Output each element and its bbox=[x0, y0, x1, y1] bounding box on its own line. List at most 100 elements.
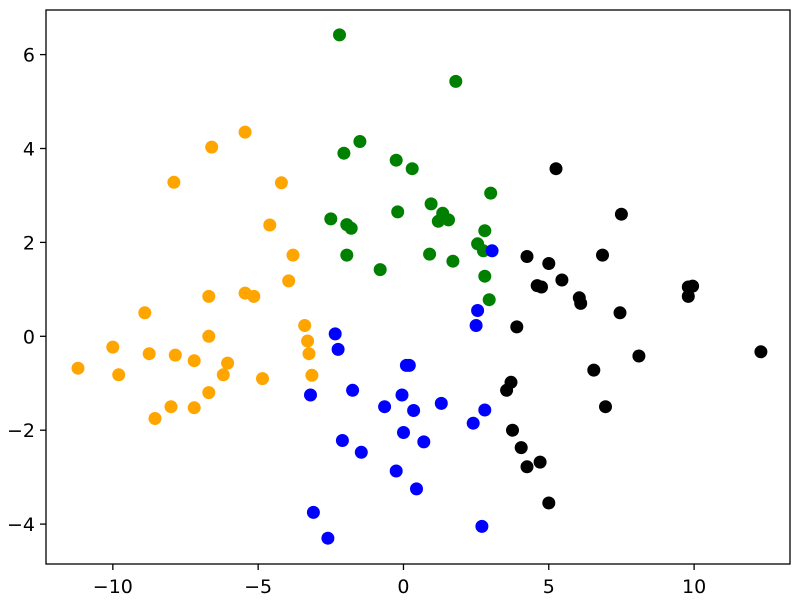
data-point bbox=[238, 125, 252, 139]
data-point bbox=[301, 334, 315, 348]
data-point bbox=[542, 257, 556, 270]
data-point bbox=[754, 345, 768, 359]
data-point bbox=[337, 146, 351, 160]
x-tick-label: 0 bbox=[397, 576, 409, 598]
data-point bbox=[282, 274, 296, 288]
data-point bbox=[681, 289, 695, 303]
data-point bbox=[187, 401, 201, 415]
y-tick-label: 6 bbox=[23, 45, 35, 67]
data-point bbox=[378, 400, 392, 414]
data-point bbox=[328, 327, 342, 341]
data-point bbox=[485, 244, 499, 258]
data-point bbox=[353, 135, 367, 148]
data-point bbox=[187, 354, 201, 368]
data-point bbox=[331, 342, 345, 356]
data-point bbox=[286, 248, 300, 262]
data-point bbox=[542, 496, 556, 510]
data-point bbox=[599, 400, 612, 414]
data-point bbox=[344, 221, 358, 235]
data-point bbox=[423, 247, 437, 261]
data-point bbox=[555, 273, 569, 287]
data-point bbox=[482, 293, 496, 307]
data-point bbox=[442, 213, 455, 227]
data-point bbox=[469, 319, 483, 332]
x-tick-label: 5 bbox=[543, 576, 555, 598]
data-point bbox=[106, 340, 120, 354]
data-point bbox=[333, 28, 346, 42]
data-point bbox=[304, 388, 317, 402]
data-point bbox=[514, 441, 528, 455]
data-point bbox=[484, 186, 498, 200]
data-point bbox=[247, 289, 261, 303]
data-point bbox=[596, 248, 609, 262]
x-tick-label: −5 bbox=[244, 576, 272, 598]
y-tick-label: −4 bbox=[7, 514, 35, 536]
y-tick-label: 2 bbox=[23, 232, 35, 254]
data-point bbox=[346, 383, 360, 397]
data-point bbox=[434, 396, 448, 410]
data-point bbox=[405, 162, 419, 176]
x-tick-label: 10 bbox=[682, 576, 706, 598]
data-point bbox=[354, 445, 368, 459]
data-point bbox=[533, 455, 547, 469]
data-point bbox=[216, 368, 230, 382]
data-point bbox=[475, 519, 489, 533]
data-point bbox=[202, 289, 216, 303]
y-tick-label: −2 bbox=[7, 420, 35, 442]
data-point bbox=[466, 416, 480, 430]
data-point bbox=[138, 306, 152, 320]
data-point bbox=[148, 412, 162, 425]
data-point bbox=[417, 435, 431, 449]
data-point bbox=[202, 329, 216, 343]
data-point bbox=[340, 248, 354, 262]
data-point bbox=[478, 269, 492, 283]
data-point bbox=[574, 296, 588, 310]
data-point bbox=[142, 347, 156, 361]
data-point bbox=[520, 460, 534, 474]
data-point bbox=[424, 197, 438, 211]
data-point bbox=[478, 224, 492, 238]
data-point bbox=[520, 250, 534, 263]
x-tick-label: −10 bbox=[93, 576, 133, 598]
data-point bbox=[549, 162, 563, 176]
x-axis: −10 −5 0 5 10 bbox=[93, 564, 706, 598]
data-point bbox=[613, 306, 627, 320]
data-point bbox=[686, 279, 700, 293]
data-point bbox=[395, 388, 409, 402]
data-point bbox=[373, 263, 387, 277]
data-point bbox=[389, 153, 403, 167]
data-point bbox=[321, 531, 335, 545]
axes-frame bbox=[45, 9, 791, 565]
data-point bbox=[632, 349, 646, 363]
data-point bbox=[263, 218, 277, 232]
data-point bbox=[164, 400, 178, 414]
data-point bbox=[471, 304, 485, 317]
data-point bbox=[389, 464, 403, 478]
data-point bbox=[614, 207, 628, 221]
data-points bbox=[71, 28, 768, 545]
data-point bbox=[449, 74, 463, 88]
data-point bbox=[167, 175, 181, 189]
data-point bbox=[205, 140, 219, 154]
data-point bbox=[302, 347, 316, 361]
data-point bbox=[335, 434, 349, 447]
data-point bbox=[402, 358, 416, 372]
data-point bbox=[407, 404, 421, 417]
data-point bbox=[478, 403, 492, 417]
data-point bbox=[391, 205, 405, 219]
data-point bbox=[305, 368, 319, 382]
data-point bbox=[504, 375, 518, 389]
plot-area bbox=[46, 10, 790, 564]
y-tick-label: 0 bbox=[23, 326, 35, 348]
data-point bbox=[587, 363, 601, 377]
data-point bbox=[446, 254, 460, 268]
y-tick-label: 4 bbox=[23, 139, 35, 161]
data-point bbox=[202, 386, 216, 400]
data-point bbox=[256, 372, 269, 386]
data-point bbox=[71, 361, 85, 375]
data-point bbox=[221, 356, 235, 370]
y-axis: −4 −2 0 2 4 6 bbox=[7, 45, 46, 536]
data-point bbox=[410, 482, 423, 496]
data-point bbox=[168, 348, 182, 362]
